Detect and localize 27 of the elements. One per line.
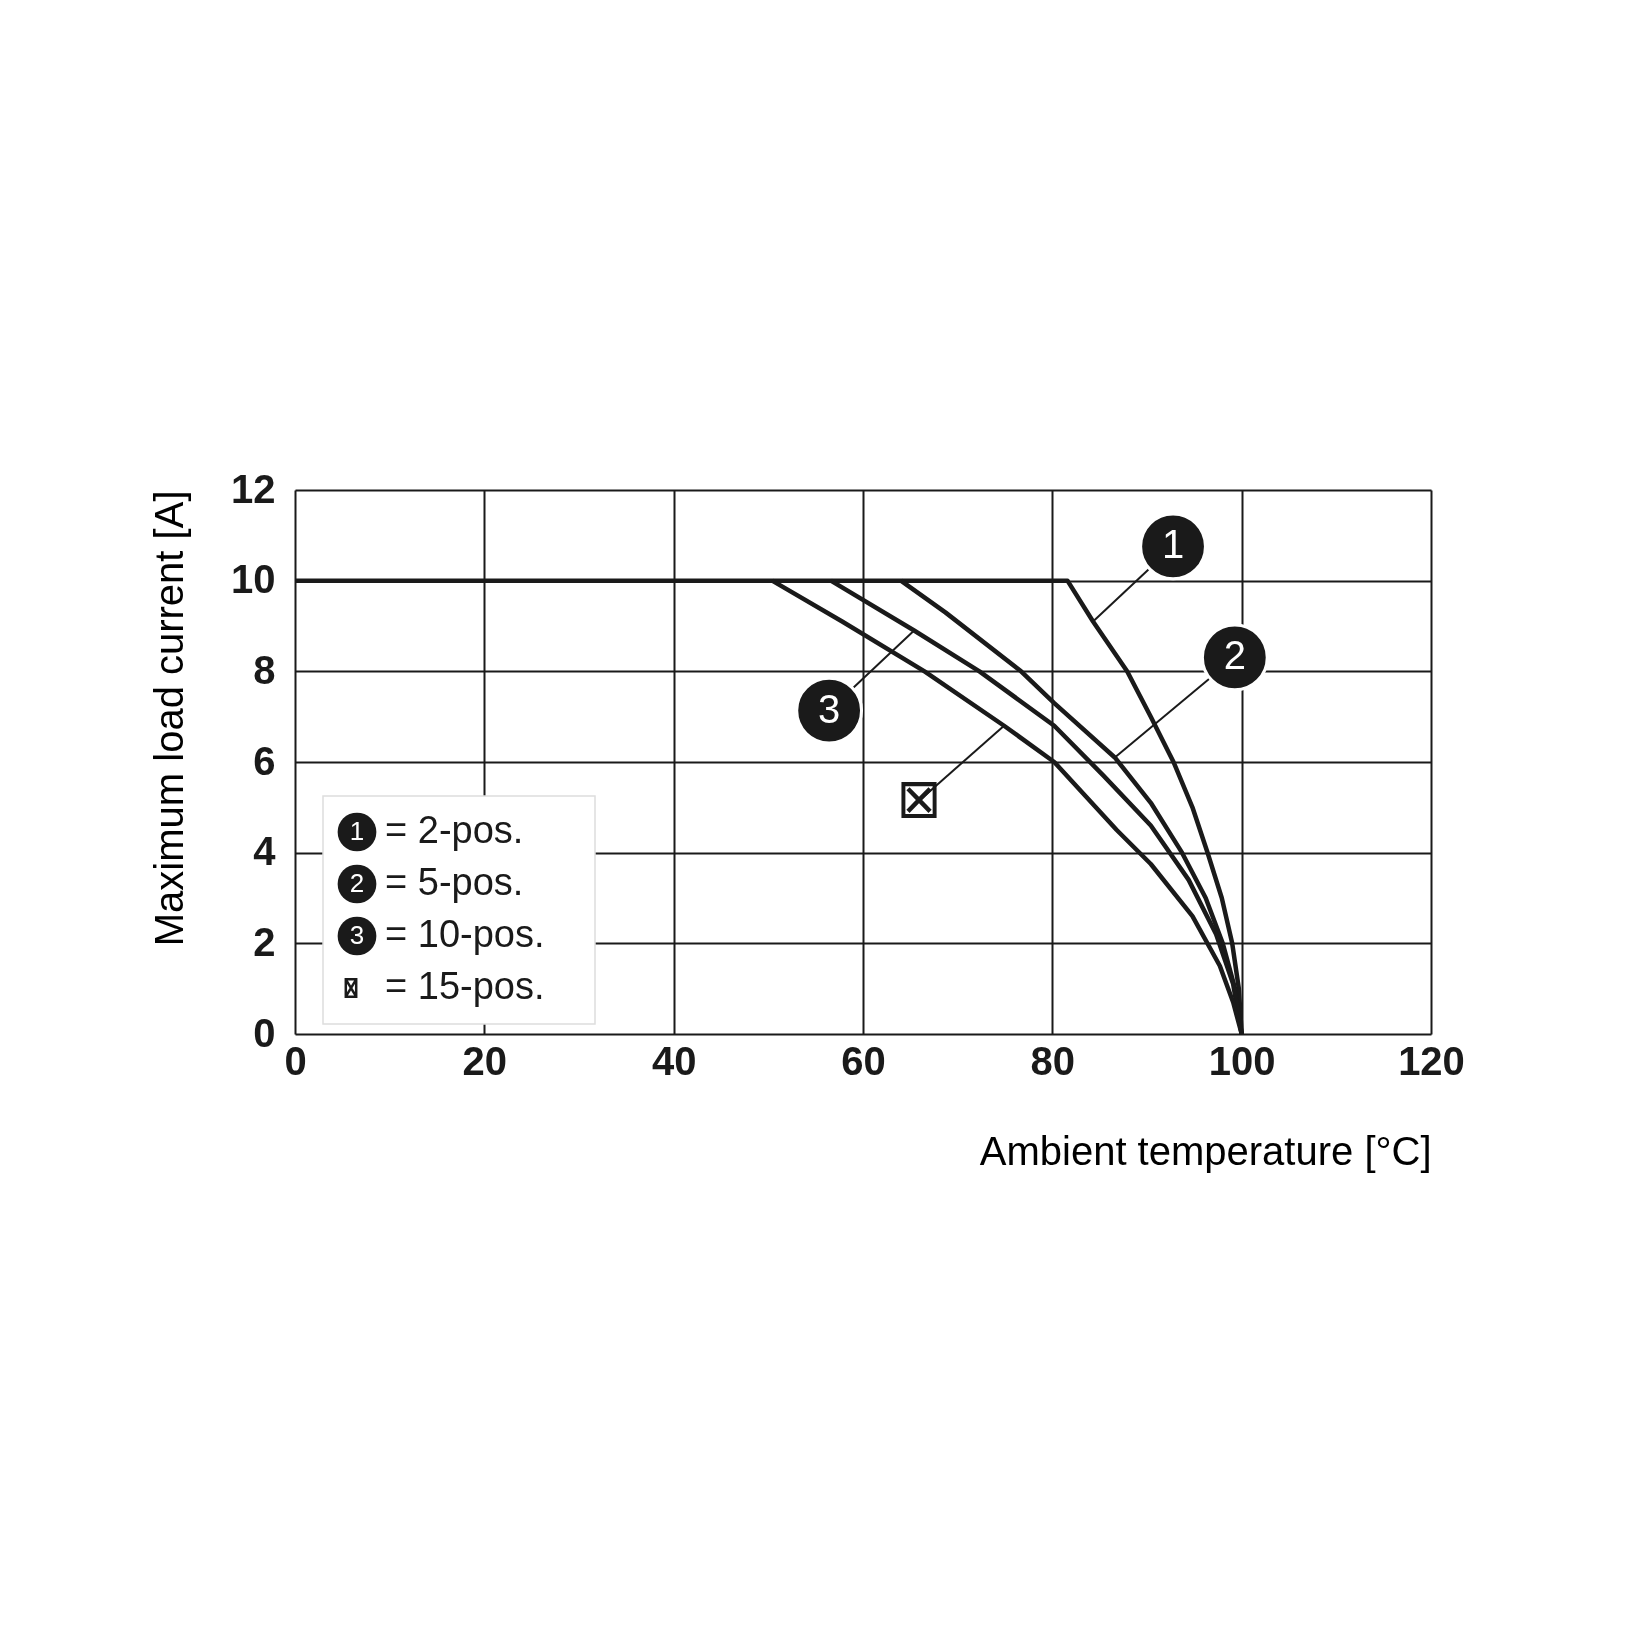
legend-label: = 10-pos. <box>385 913 545 955</box>
x-tick-label: 40 <box>651 1038 697 1083</box>
annotation: 2 <box>1223 633 1246 678</box>
y-axis-title: Maximum load current [A] <box>147 490 192 947</box>
annotation: 3 <box>817 686 841 731</box>
legend-label: = 5-pos. <box>385 861 524 903</box>
y-tick-label: 8 <box>253 647 276 692</box>
text: 3 <box>349 920 365 950</box>
y-tick-label: 12 <box>231 466 276 511</box>
legend-label: = 2-pos. <box>385 809 524 851</box>
annotation: ⊠ <box>896 766 942 830</box>
annotation: 1 <box>1161 522 1185 567</box>
x-tick-label: 20 <box>462 1038 508 1083</box>
y-tick-label: 4 <box>253 829 277 874</box>
legend-label: = 15-pos. <box>385 965 545 1007</box>
x-tick-label: 80 <box>1030 1038 1076 1083</box>
y-tick-label: 0 <box>253 1010 276 1055</box>
text: 2 <box>349 868 365 898</box>
y-tick-label: 6 <box>253 738 276 783</box>
text: 1 <box>349 816 365 846</box>
y-tick-label: 2 <box>253 919 276 964</box>
x-tick-label: 120 <box>1398 1038 1465 1083</box>
y-tick-label: 10 <box>231 557 276 602</box>
x-axis-title: Ambient temperature [°C] <box>979 1128 1432 1173</box>
x-tick-label: 0 <box>284 1038 307 1083</box>
x-tick-label: 60 <box>841 1038 886 1083</box>
x-tick-label: 100 <box>1208 1038 1276 1083</box>
